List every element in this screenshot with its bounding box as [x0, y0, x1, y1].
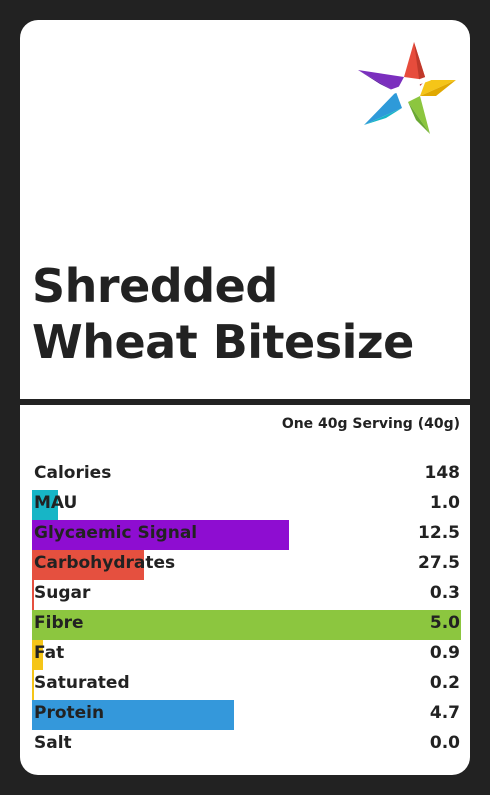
nutrient-label: Saturated: [34, 673, 130, 693]
nutrient-label: Calories: [34, 463, 112, 483]
nutrient-row: Calories 148: [20, 457, 470, 487]
nutrient-row: Carbohydrates 27.5: [20, 547, 470, 580]
nutrient-bar: [32, 490, 58, 520]
nutrient-value: 5.0: [429, 613, 460, 633]
nutrient-label: Glycaemic Signal: [34, 523, 198, 543]
nutrient-value: 1.0: [429, 493, 460, 513]
nutrient-row: Salt 0.0: [20, 727, 470, 757]
nutrient-row: Fibre 5.0: [20, 607, 470, 640]
nutrient-bar: [32, 700, 234, 730]
nutrition-card: Shredded Wheat Bitesize One 40g Serving …: [20, 20, 470, 775]
nutrient-label: Carbohydrates: [34, 553, 176, 573]
product-title-line-2: Wheat Bitesize: [32, 315, 414, 369]
nutrient-value: 0.2: [429, 673, 460, 693]
nutrient-row: MAU 1.0: [20, 487, 470, 520]
nutrient-row: Protein 4.7: [20, 697, 470, 730]
star-logo-icon: [358, 42, 456, 134]
nutrient-bar: [32, 520, 289, 550]
nutrient-label: MAU: [34, 493, 78, 513]
product-title-line-1: Shredded: [32, 259, 278, 313]
nutrient-row: Sugar 0.3: [20, 577, 470, 610]
nutrient-bar: [32, 670, 34, 700]
nutrient-label: Salt: [34, 733, 72, 753]
nutrient-value: 0.0: [429, 733, 460, 753]
nutrient-bar: [32, 640, 43, 670]
section-divider: [20, 399, 470, 405]
nutrient-bar: [32, 580, 34, 610]
nutrient-row: Fat 0.9: [20, 637, 470, 670]
nutrient-row: Saturated 0.2: [20, 667, 470, 700]
nutrient-value: 0.9: [429, 643, 460, 663]
nutrient-value: 12.5: [418, 523, 460, 543]
nutrient-list: Calories 148 MAU 1.0 Glycaemic Signal 12.5 Car…: [20, 457, 470, 757]
nutrient-value: 4.7: [429, 703, 460, 723]
nutrient-value: 0.3: [429, 583, 460, 603]
product-title: Shredded Wheat Bitesize: [32, 258, 414, 370]
nutrient-bar: [32, 550, 144, 580]
nutrient-bar: [32, 610, 461, 640]
nutrient-label: Sugar: [34, 583, 91, 603]
nutrient-label: Fibre: [34, 613, 84, 633]
serving-size: One 40g Serving (40g): [281, 416, 460, 432]
nutrient-value: 148: [424, 463, 461, 483]
nutrient-value: 27.5: [418, 553, 460, 573]
nutrient-label: Fat: [34, 643, 65, 663]
nutrient-row: Glycaemic Signal 12.5: [20, 517, 470, 550]
nutrient-label: Protein: [34, 703, 105, 723]
